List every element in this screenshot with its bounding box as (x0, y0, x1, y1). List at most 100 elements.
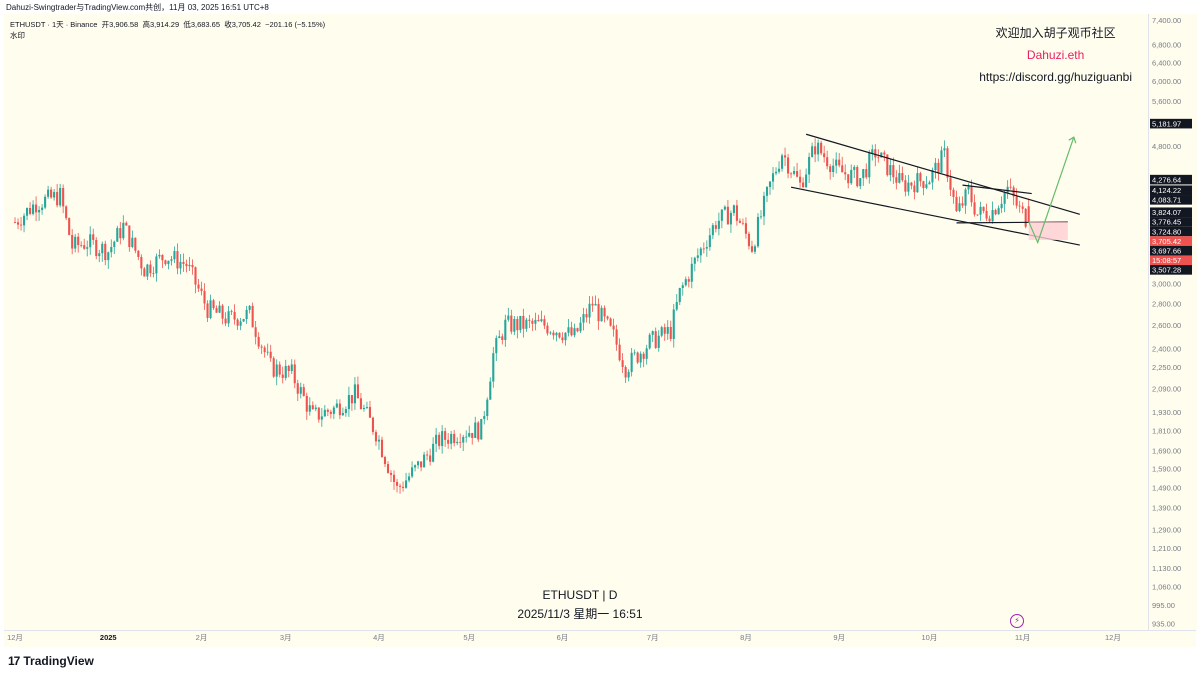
candle-body (62, 187, 65, 207)
candle-body (546, 325, 549, 334)
candle-body (690, 263, 693, 282)
candle-body (98, 253, 101, 257)
candle-body (212, 300, 215, 309)
candle-body (627, 371, 630, 378)
price-tick-label: 2,600.00 (1152, 321, 1181, 330)
legend-open-label: 开 (101, 20, 110, 29)
candle-body (922, 181, 925, 188)
candle-body (615, 329, 618, 345)
candle-body (982, 206, 985, 211)
price-label: 4,124.22 (1152, 186, 1181, 195)
price-label-box (1150, 217, 1192, 227)
price-tick-label: 1,810.00 (1152, 427, 1181, 436)
candle-body (871, 149, 874, 154)
tradingview-logo[interactable]: 17 TradingView (8, 654, 94, 668)
legend-symbol[interactable]: ETHUSDT · 1天 · Binance (10, 20, 98, 29)
price-tick-label: 2,250.00 (1152, 363, 1181, 372)
candle-body (134, 237, 137, 251)
candle-body (585, 314, 588, 318)
candle-body (820, 142, 823, 154)
candle-body (931, 170, 934, 183)
price-axis[interactable] (1148, 14, 1197, 630)
candle-body (398, 485, 402, 487)
candle-body (477, 422, 480, 440)
candle-body (392, 474, 396, 482)
candle-body (429, 455, 432, 462)
candle-body (128, 225, 131, 247)
candle-body (462, 436, 465, 443)
price-tick-label: 1,290.00 (1152, 525, 1181, 534)
candle-body (441, 431, 444, 447)
candle-body (107, 252, 110, 261)
candle-body (432, 443, 435, 462)
candle-body (684, 279, 687, 286)
candle-body (651, 331, 654, 335)
candle-body (359, 398, 362, 410)
legend-open: 3,906.58 (109, 20, 139, 29)
candle-body (910, 182, 913, 186)
candle-body (164, 260, 167, 265)
candle-body (122, 222, 125, 239)
candle-body (1027, 206, 1030, 222)
candle-body (314, 407, 317, 410)
candle-body (47, 189, 50, 197)
candle-body (53, 192, 56, 198)
candle-body (756, 216, 760, 247)
candle-body (633, 352, 636, 354)
candle-body (155, 256, 158, 274)
candle-body (522, 315, 525, 329)
candle-body (787, 157, 790, 174)
candle-body (296, 383, 299, 394)
legend-low-label: 低 (183, 20, 191, 29)
candle-body (777, 168, 781, 172)
candle-body (260, 346, 263, 348)
candle-body (681, 285, 684, 288)
candle-body (450, 433, 453, 444)
candle-body (308, 405, 311, 412)
candle-body (702, 248, 705, 250)
candle-body (254, 327, 257, 337)
candle-body (365, 406, 369, 408)
legend-close: 3,705.42 (231, 20, 261, 29)
candle-body (621, 360, 624, 368)
candle-body (841, 165, 844, 173)
candle-body (609, 318, 612, 326)
candle-body (362, 407, 365, 410)
price-tick-label: 6,000.00 (1152, 77, 1181, 86)
candle-body (401, 486, 405, 488)
candle-body (811, 146, 814, 157)
candle-body (913, 185, 916, 193)
time-tick-label: 10月 (922, 633, 938, 642)
legend-low: 3,683.65 (190, 20, 221, 29)
candle-body (35, 204, 38, 213)
target-zone (1028, 222, 1068, 240)
tradingview-logo-text: TradingView (23, 654, 94, 668)
chart-area[interactable] (4, 14, 1148, 630)
price-tick-label: 3,000.00 (1152, 279, 1181, 288)
candle-body (498, 336, 501, 339)
candle-body (729, 213, 732, 225)
price-tick-label: 1,930.00 (1152, 408, 1181, 417)
candle-body (38, 209, 41, 213)
price-label: 3,776.45 (1152, 218, 1181, 227)
candle-body (531, 320, 534, 324)
time-tick-label: 11月 (1015, 633, 1030, 642)
candle-body (299, 387, 302, 394)
candle-body (555, 332, 558, 336)
candle-body (618, 344, 621, 361)
candle-body (738, 220, 741, 223)
candle-body (89, 234, 92, 248)
candle-body (389, 472, 393, 475)
price-label-box (1150, 245, 1192, 256)
time-tick-label: 12月 (7, 633, 23, 642)
candle-body (606, 316, 609, 319)
lightning-icon[interactable]: ⚡ (1010, 614, 1024, 628)
price-tick-label: 1,060.00 (1152, 583, 1181, 592)
candle-body (657, 335, 660, 348)
time-axis[interactable] (4, 630, 1196, 647)
candle-body (395, 481, 399, 486)
candle-body (377, 439, 381, 442)
price-label-box (1150, 118, 1192, 129)
candle-body (13, 222, 17, 223)
